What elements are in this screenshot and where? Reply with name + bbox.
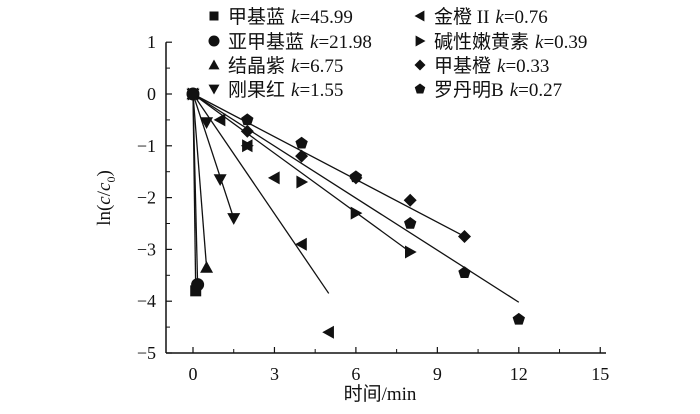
data-point [240, 124, 254, 138]
legend-name: 结晶紫 [228, 55, 285, 77]
data-point [512, 312, 525, 325]
y-tick-label: 1 [147, 32, 156, 52]
legend-k-value: =0.76 [504, 7, 548, 28]
fit-line [192, 93, 411, 253]
legend-k: k [291, 80, 300, 101]
legend-marker [208, 59, 220, 70]
legend-marker [415, 35, 426, 47]
x-tick-label: 6 [351, 364, 360, 384]
y-tick-label: −3 [137, 239, 156, 259]
fit-line [192, 93, 208, 268]
data-point [458, 229, 471, 243]
y-axis-label: ln(c/c0) [94, 170, 118, 226]
legend-name: 亚甲基蓝 [228, 31, 304, 53]
data-points [186, 87, 525, 339]
legend-k-value: =21.98 [318, 32, 371, 53]
y-tick-label: −2 [137, 188, 156, 208]
data-point [295, 237, 307, 251]
y-tick-label: −5 [137, 343, 156, 363]
data-point [322, 325, 334, 339]
legend-entry: 金橙 II k=0.76 [434, 6, 548, 28]
legend-k: k [510, 80, 519, 101]
legend-name: 甲基蓝 [228, 6, 285, 28]
fit-line [192, 93, 330, 294]
data-point [213, 174, 227, 186]
legend-k-value: =45.99 [299, 7, 352, 28]
legend-name: 碱性嫩黄素 [434, 31, 529, 53]
data-point [200, 261, 214, 273]
legend-entry: 甲基橙 k=0.33 [434, 55, 549, 77]
legend-k-value: =6.75 [299, 56, 343, 77]
data-point [350, 206, 363, 220]
legend-entry: 罗丹明B k=0.27 [434, 80, 562, 101]
data-point [241, 113, 254, 126]
data-point [458, 266, 471, 278]
x-axis-label: 时间/min [344, 383, 417, 405]
data-point [296, 175, 309, 189]
legend-k-value: =1.55 [299, 80, 343, 101]
data-point [349, 170, 363, 183]
axes: 1 0 −1 −2 −3 −4 −5 0 3 6 9 12 15 [137, 32, 609, 384]
legend-marker [208, 84, 220, 95]
data-point [295, 149, 309, 163]
data-point [191, 278, 205, 292]
fit-line [192, 93, 199, 285]
data-point [295, 136, 308, 149]
data-point [404, 217, 417, 229]
data-point [403, 193, 417, 207]
legend-k: k [497, 56, 506, 77]
legend-marker [414, 83, 426, 94]
legend-k-value: =0.33 [505, 56, 549, 77]
data-point [227, 213, 241, 225]
y-label-c: c [94, 196, 115, 205]
data-point [200, 117, 214, 129]
y-label-subscript: 0 [104, 177, 118, 183]
y-tick-label: −4 [137, 291, 156, 311]
legend-entry: 结晶紫 k=6.75 [228, 55, 343, 77]
y-tick-label: −1 [137, 136, 156, 156]
legend-entry: 刚果红 k=1.55 [228, 79, 343, 101]
data-point [213, 113, 226, 127]
y-label-close: ) [94, 170, 115, 176]
legend-marker [414, 10, 425, 22]
x-tick-label: 12 [510, 364, 528, 384]
y-label-slash: / [94, 190, 115, 196]
legend-k: k [291, 56, 300, 77]
data-point [186, 87, 200, 100]
legend-entry: 碱性嫩黄素 k=0.39 [434, 31, 587, 53]
legend-k: k [495, 7, 504, 28]
data-point [405, 245, 417, 259]
y-label-ln: ln( [94, 205, 115, 226]
data-point [190, 285, 202, 297]
y-label-c0: c [94, 182, 115, 191]
fit-line [192, 93, 235, 219]
legend-name: 甲基橙 [434, 55, 491, 77]
data-point [267, 171, 280, 185]
x-tick-label: 9 [433, 364, 442, 384]
legend-marker [414, 59, 426, 71]
fit-line [192, 93, 465, 238]
legend-k: k [535, 32, 544, 53]
legend-k-value: =0.27 [518, 80, 562, 101]
x-tick-label: 3 [270, 364, 279, 384]
x-tick-label: 15 [591, 364, 609, 384]
legend-k: k [310, 32, 319, 53]
data-point [242, 139, 254, 153]
legend-entry: 甲基蓝 k=45.99 [228, 6, 353, 28]
legend-k: k [291, 7, 300, 28]
legend-marker [208, 35, 220, 47]
legend-name: 刚果红 [228, 79, 285, 101]
legend-entry: 亚甲基蓝 k=21.98 [228, 31, 372, 53]
legend-name: 金橙 II [434, 6, 489, 28]
y-tick-label: 0 [147, 84, 156, 104]
legend-k-value: =0.39 [543, 32, 587, 53]
legend-name: 罗丹明B [434, 80, 504, 101]
legend-marker [209, 11, 219, 21]
x-tick-label: 0 [189, 364, 198, 384]
